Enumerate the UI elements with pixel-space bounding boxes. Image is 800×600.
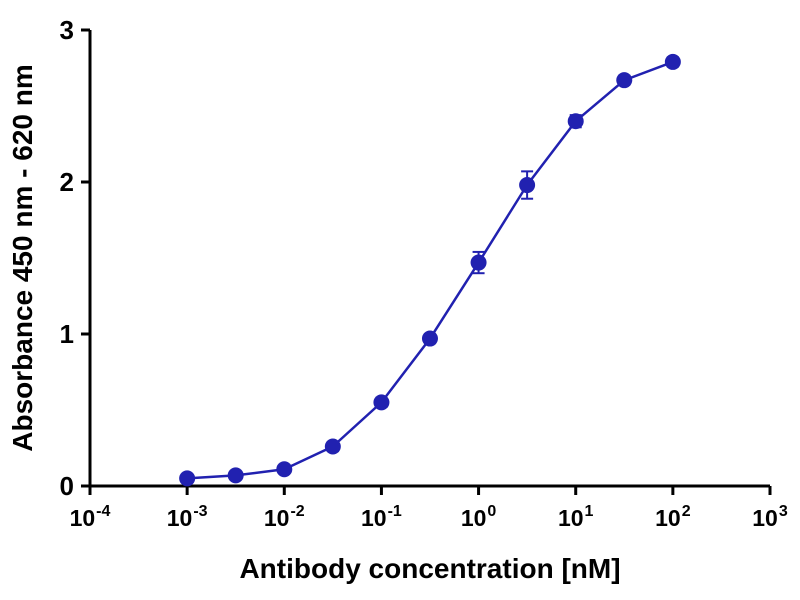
y-tick-label: 2 xyxy=(60,167,74,197)
y-tick-label: 1 xyxy=(60,319,74,349)
data-point xyxy=(421,330,438,347)
x-tick-label: 100 xyxy=(461,503,497,531)
data-point xyxy=(567,113,584,130)
y-axis-title: Absorbance 450 nm - 620 nm xyxy=(7,64,38,451)
x-tick-label: 10-1 xyxy=(361,503,402,531)
y-tick-label: 0 xyxy=(60,471,74,501)
x-tick-label: 102 xyxy=(655,503,691,531)
error-bars-group xyxy=(181,56,679,483)
data-point xyxy=(664,53,681,70)
x-axis-title: Antibody concentration [nM] xyxy=(239,553,620,584)
y-tick-label: 3 xyxy=(60,15,74,45)
series-line xyxy=(187,60,674,480)
data-point xyxy=(276,461,293,478)
x-tick-label: 101 xyxy=(558,503,594,531)
axes-group: 10-4 10-3 10-2 10-1 100 101 102 103 0 1 2 3 xyxy=(60,15,788,531)
data-point xyxy=(470,254,487,271)
x-tick-label: 10-2 xyxy=(264,503,305,531)
data-point xyxy=(227,467,244,484)
x-tick-label: 10-3 xyxy=(167,503,208,531)
data-point xyxy=(373,394,390,411)
data-series-group xyxy=(179,53,681,487)
x-tick-label: 10-4 xyxy=(70,503,111,531)
data-point xyxy=(324,438,341,455)
data-point xyxy=(616,72,633,89)
x-tick-label: 103 xyxy=(752,503,788,531)
data-point xyxy=(519,177,536,194)
data-point xyxy=(179,470,196,487)
